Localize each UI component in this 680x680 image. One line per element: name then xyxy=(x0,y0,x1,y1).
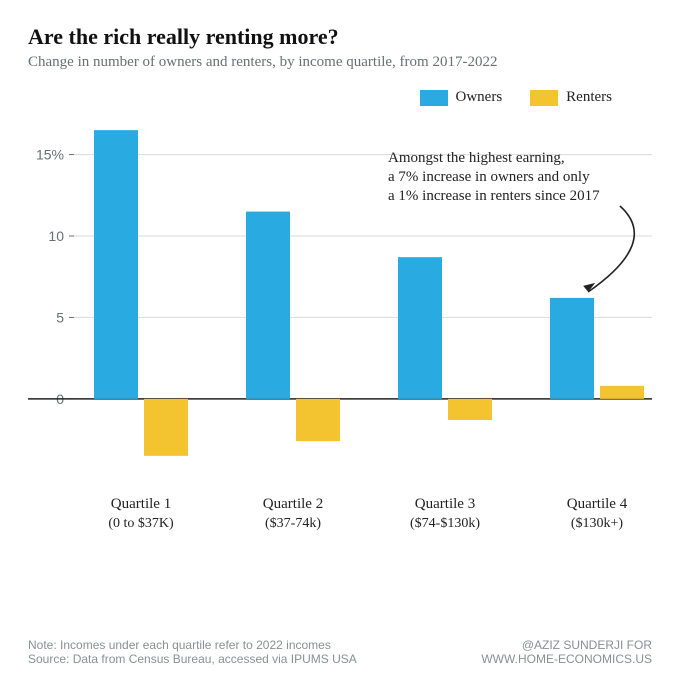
footer-credit-2: WWW.HOME-ECONOMICS.US xyxy=(481,652,652,666)
ytick-label: 15% xyxy=(36,147,64,163)
bar-renters xyxy=(296,399,340,441)
footer-source: Source: Data from Census Bureau, accesse… xyxy=(28,652,357,666)
annotation-line: Amongst the highest earning, xyxy=(388,150,565,166)
footer: Note: Incomes under each quartile refer … xyxy=(28,638,652,666)
legend-owners-label: Owners xyxy=(456,89,503,106)
footer-credit-1: @AZIZ SUNDERJI FOR xyxy=(481,638,652,652)
bar-owners xyxy=(246,212,290,399)
x-category-label: Quartile 1 xyxy=(111,496,171,512)
owners-swatch xyxy=(420,90,448,106)
annotation-arrow xyxy=(588,206,634,292)
legend-item-owners: Owners xyxy=(420,89,503,106)
x-category-label: Quartile 2 xyxy=(263,496,323,512)
bar-owners xyxy=(94,130,138,399)
x-category-label: Quartile 4 xyxy=(567,496,628,512)
legend: Owners Renters xyxy=(28,89,652,106)
x-category-sublabel: ($74-$130k) xyxy=(410,516,480,531)
bar-owners xyxy=(550,298,594,399)
bar-renters xyxy=(144,399,188,456)
annotation-line: a 7% increase in owners and only xyxy=(388,169,590,185)
ytick-label: 10 xyxy=(48,228,64,244)
chart-title: Are the rich really renting more? xyxy=(28,24,652,50)
chart-area: 051015%Quartile 1(0 to $37K)Quartile 2($… xyxy=(28,114,652,534)
bar-renters xyxy=(600,386,644,399)
x-category-sublabel: (0 to $37K) xyxy=(108,516,174,531)
annotation-line: a 1% increase in renters since 2017 xyxy=(388,188,600,204)
legend-item-renters: Renters xyxy=(530,89,612,106)
bar-chart: 051015%Quartile 1(0 to $37K)Quartile 2($… xyxy=(28,114,652,534)
x-category-label: Quartile 3 xyxy=(415,496,475,512)
bar-renters xyxy=(448,399,492,420)
chart-subtitle: Change in number of owners and renters, … xyxy=(28,54,652,71)
legend-renters-label: Renters xyxy=(566,89,612,106)
bar-owners xyxy=(398,257,442,399)
x-category-sublabel: ($37-74k) xyxy=(265,516,321,531)
ytick-label: 5 xyxy=(56,309,64,325)
x-category-sublabel: ($130k+) xyxy=(571,516,624,531)
renters-swatch xyxy=(530,90,558,106)
footer-note: Note: Incomes under each quartile refer … xyxy=(28,638,357,652)
